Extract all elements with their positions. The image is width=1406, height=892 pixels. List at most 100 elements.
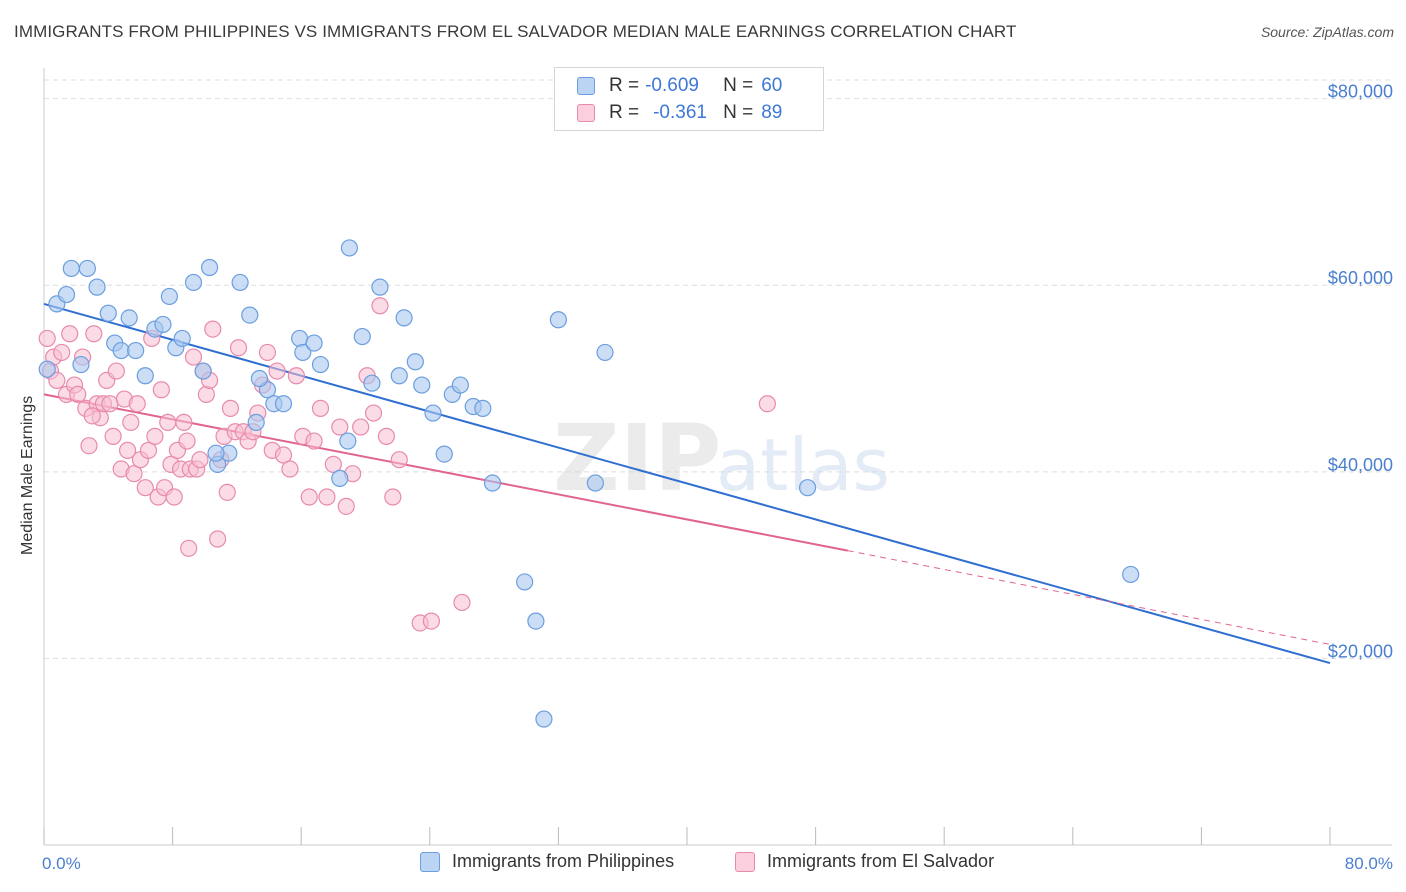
data-point-philippines [290,329,309,348]
chart-title: IMMIGRANTS FROM PHILIPPINES VS IMMIGRANT… [14,22,1017,41]
legend-row-philippines: R = -0.609 N = 60 [577,73,782,99]
data-point-philippines [112,341,130,360]
data-point-philippines [549,311,568,329]
legend-swatch-philippines [420,851,440,872]
data-point-el-salvador [352,418,370,436]
data-point-el-salvador [218,483,236,501]
data-point-el-salvador [191,451,209,469]
data-point-el-salvador [229,339,248,357]
data-point-philippines [535,710,553,728]
data-point-philippines [353,327,371,346]
trend-line-el-salvador-extrapolated [847,550,1331,645]
data-point-el-salvador [146,427,164,445]
data-point-el-salvador [178,432,196,450]
data-point-philippines [435,445,453,463]
data-point-el-salvador [268,362,286,380]
data-point-philippines [474,399,492,417]
data-point-philippines [527,612,545,630]
data-point-el-salvador [118,441,137,459]
data-point-el-salvador [175,413,193,431]
source-label: Source: ZipAtlas.com [1260,24,1394,40]
legend-n-value: 89 [761,102,783,123]
data-point-philippines [339,432,357,450]
y-tick-label: $60,000 [1328,268,1393,288]
data-point-philippines [451,376,469,394]
data-point-philippines [184,273,203,292]
legend-swatch-pink [577,104,595,122]
data-point-el-salvador [318,488,336,506]
data-point-philippines [200,258,219,277]
data-point-el-salvador [384,488,402,506]
data-point-el-salvador [136,479,154,497]
data-point-el-salvador [258,343,277,362]
data-point-el-salvador [152,381,170,399]
data-point-el-salvador [83,407,101,425]
data-point-el-salvador [221,399,240,417]
y-tick-label: $40,000 [1328,455,1393,475]
data-point-philippines [38,360,56,378]
correlation-legend: R = -0.609 N = 60 R = -0.361 N = 89 [554,67,824,131]
data-point-philippines [136,367,154,385]
data-point-el-salvador [61,325,79,343]
legend-label-el-salvador: Immigrants from El Salvador [767,851,995,871]
data-point-philippines [88,278,106,296]
data-point-el-salvador [104,427,122,445]
data-point-el-salvador [159,413,177,431]
data-point-el-salvador [453,593,471,612]
y-tick-labels: $20,000 $40,000 $60,000 $80,000 [1328,82,1393,662]
data-point-el-salvador [422,612,441,630]
legend-item-el-salvador: Immigrants from El Salvador [735,851,994,872]
legend-n-value: 60 [761,75,783,96]
legend-r-value: -0.609 [645,75,699,96]
data-point-philippines [173,329,191,348]
data-point-el-salvador [311,399,330,417]
data-point-philippines [194,362,212,380]
data-point-philippines [798,479,817,497]
grid-lines [44,79,1392,659]
data-point-el-salvador [331,418,349,436]
data-point-philippines [160,287,178,306]
axes [43,68,1392,846]
data-point-el-salvador [48,371,66,390]
data-point-philippines [413,376,431,394]
data-point-el-salvador [139,441,158,459]
x-tick-label-min: 0.0% [42,854,81,873]
legend-swatch-el-salvador [735,851,755,872]
data-point-philippines [311,355,330,374]
trend-line-philippines [43,302,1331,665]
data-point-philippines [331,469,349,487]
series-el-salvador [38,297,776,632]
data-point-el-salvador [209,530,227,548]
data-point-philippines [72,355,90,374]
data-point-philippines [371,278,389,296]
legend-label-philippines: Immigrants from Philippines [452,851,675,871]
data-point-philippines [596,343,614,362]
legend-r-label: R = [609,75,640,96]
data-point-philippines [241,306,259,324]
data-point-philippines [340,239,359,257]
data-point-philippines [363,374,381,392]
data-point-philippines [395,309,413,327]
data-point-el-salvador [287,367,305,385]
data-point-el-salvador [128,395,146,413]
data-point-el-salvador [274,446,293,464]
data-point-philippines [586,474,604,492]
data-point-philippines [483,474,502,492]
data-point-el-salvador [758,395,776,413]
watermark: ZIP atlas [553,405,890,512]
data-point-el-salvador [377,427,395,445]
y-tick-label: $20,000 [1328,641,1393,661]
data-point-philippines [78,259,97,278]
data-point-philippines [424,404,442,422]
data-point-el-salvador [281,460,299,478]
data-point-el-salvador [80,437,98,455]
data-point-el-salvador [38,329,56,348]
data-point-philippines [1122,565,1140,584]
legend-n-label: N = [723,102,754,123]
legend-r-value: -0.361 [653,102,707,123]
y-axis-label: Median Male Earnings [19,396,36,555]
data-point-philippines [406,353,424,371]
watermark-zip: ZIP [553,405,721,512]
data-point-el-salvador [53,343,71,362]
series-philippines [38,239,1140,728]
